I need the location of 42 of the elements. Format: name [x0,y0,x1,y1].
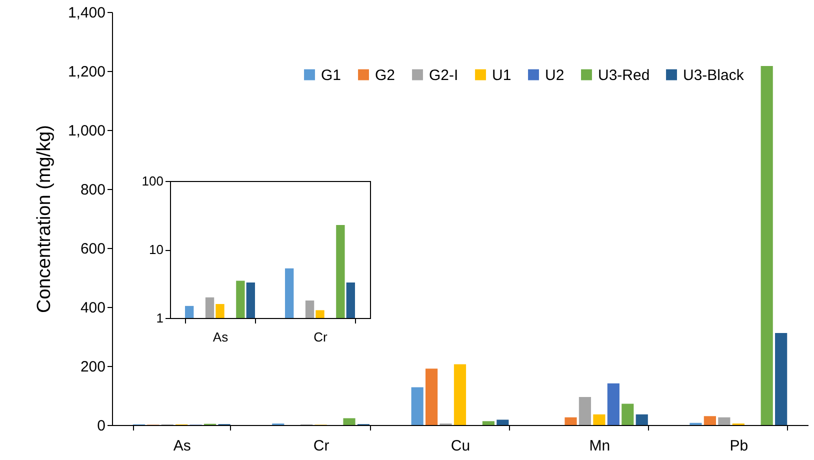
x-tick-label: Mn [589,438,610,454]
legend-label: G2 [375,66,396,84]
x-tick-label: Cr [313,438,330,454]
legend-label: G1 [321,66,342,84]
bar [760,66,773,425]
bar [607,383,620,425]
x-tick-label: As [173,438,191,454]
legend-label: U2 [545,66,564,84]
y-tick-label: 600 [80,240,106,258]
legend-label: G2-I [429,66,458,84]
x-tick-label: Pb [730,438,748,454]
y-tick-label: 0 [97,418,106,434]
legend-label: U1 [492,66,512,84]
y-tick-label: 1 [156,310,164,326]
y-tick-label: 100 [142,174,164,188]
y-tick-label: 1,000 [68,122,106,140]
x-tick-label: Cu [450,438,470,454]
bar [593,414,606,425]
bar [411,387,424,425]
bar [704,416,716,425]
y-axis-title: Concentration (mg/kg) [34,125,55,313]
bar [343,418,356,425]
bar [718,417,730,425]
bar [775,332,788,425]
legend-label: U3-Black [683,66,744,84]
y-tick-label: 1,400 [68,4,106,22]
bar [636,414,648,425]
x-tick-label: As [212,330,229,344]
legend-label: U3-Red [598,66,650,84]
bar [482,421,494,425]
y-tick-label: 400 [80,300,106,316]
y-tick-label: 800 [80,182,106,198]
y-tick-label: 200 [80,358,106,376]
y-tick-label: 1,200 [68,64,106,80]
bar [622,404,634,425]
x-tick-label: Cr [314,330,328,344]
bar [426,368,438,425]
bar [578,396,592,425]
y-tick-label: 10 [149,242,164,257]
bar [564,417,577,425]
bar [454,364,466,425]
bar [496,420,509,425]
